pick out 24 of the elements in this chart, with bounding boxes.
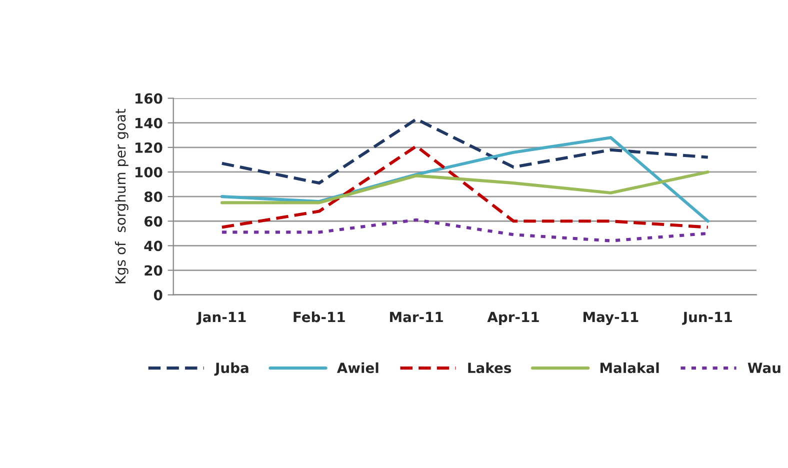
y-tick-label: 0 <box>154 290 162 300</box>
x-tick-label: Apr-11 <box>487 312 539 325</box>
y-tick-label: 100 <box>136 166 162 178</box>
line-series <box>220 170 710 204</box>
line-series <box>220 144 710 229</box>
y-tick-label: 160 <box>136 93 162 104</box>
legend-label: Lakes <box>468 362 512 374</box>
y-axis-title: Kgs of sorghum per goat <box>114 108 128 284</box>
legend-label: Awiel <box>336 362 378 374</box>
y-tick-label: 120 <box>136 142 162 153</box>
y-tick-label: 20 <box>144 265 162 276</box>
line-series <box>220 118 710 185</box>
y-tick-label: 60 <box>144 216 162 227</box>
legend-label: Juba <box>214 362 248 376</box>
x-tick-label: Jun-11 <box>682 312 732 325</box>
x-tick-label: Jan-11 <box>196 312 246 325</box>
x-tick-label: Mar-11 <box>390 312 443 322</box>
legend-label: Malakal <box>600 362 659 374</box>
y-tick-label: 40 <box>144 240 162 252</box>
y-tick-label: 140 <box>136 118 162 128</box>
x-tick-label: May-11 <box>584 312 638 325</box>
legend-label: Wau <box>748 362 780 374</box>
x-tick-label: Feb-11 <box>294 312 345 322</box>
y-tick-label: 80 <box>144 192 162 202</box>
